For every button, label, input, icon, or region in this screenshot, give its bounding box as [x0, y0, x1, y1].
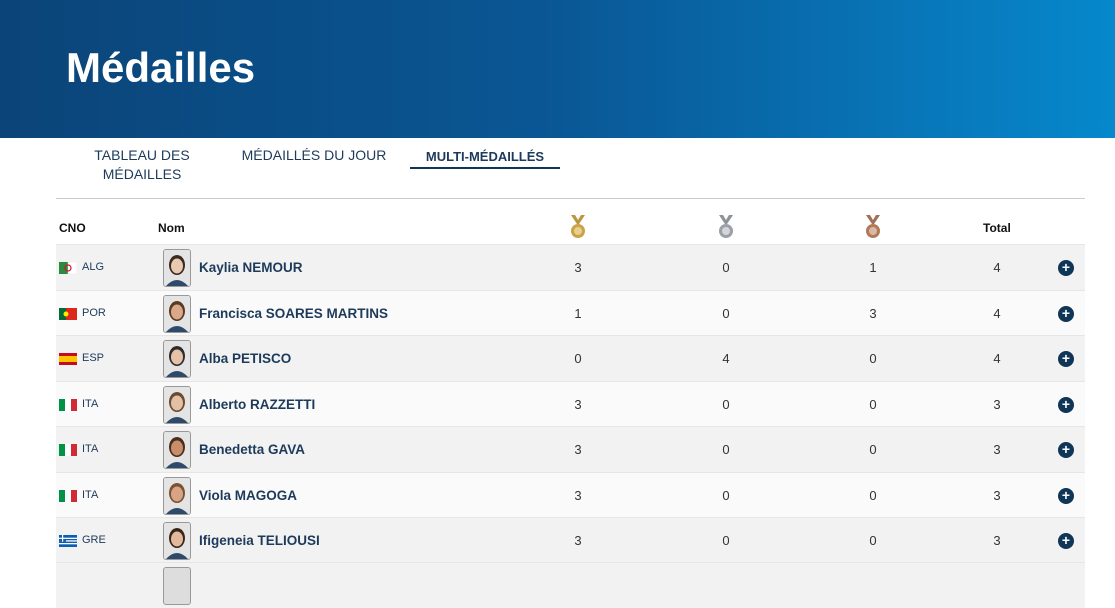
- noc-code: ESP: [82, 352, 105, 364]
- table-row: GRE Ifigeneia TELIOUSI 3 0 0 3 +: [56, 517, 1085, 563]
- expand-button[interactable]: +: [1058, 305, 1074, 322]
- column-header: Nom: [158, 221, 185, 235]
- gold-medal-icon: [571, 215, 585, 238]
- gold-count: 3: [574, 442, 582, 457]
- athlete-name[interactable]: Benedetta GAVA: [199, 442, 306, 457]
- bronze-count: 0: [869, 442, 877, 457]
- silver-count: 0: [722, 487, 730, 503]
- flag: [59, 307, 77, 320]
- divider: [56, 198, 1085, 199]
- page-title: Médailles: [66, 44, 256, 91]
- athlete-name[interactable]: Viola MAGOGA: [199, 487, 298, 503]
- athlete-photo: [163, 522, 191, 560]
- noc-code: ALG: [82, 261, 105, 273]
- gold-count: 1: [574, 305, 582, 321]
- gold-count: 0: [574, 351, 582, 366]
- gold-count: 3: [574, 487, 582, 503]
- gold-count: 3: [574, 260, 582, 275]
- athlete-name[interactable]: Alberto RAZZETTI: [199, 396, 316, 412]
- total-count: 4: [993, 305, 1001, 321]
- silver-medal-icon: [719, 215, 733, 238]
- total-count: 4: [993, 260, 1001, 275]
- bronze-count: 0: [869, 533, 877, 548]
- total-count: 3: [993, 487, 1001, 503]
- expand-button[interactable]: +: [1058, 533, 1074, 549]
- flag: [59, 444, 77, 456]
- flag: [59, 353, 77, 365]
- tab[interactable]: TABLEAU DES MÉDAILLES: [94, 147, 190, 182]
- expand-button[interactable]: +: [1058, 396, 1074, 413]
- bronze-count: 3: [869, 305, 877, 321]
- tab-active[interactable]: MULTI-MÉDAILLÉS: [410, 147, 560, 169]
- flag: [59, 398, 77, 411]
- tab[interactable]: MÉDAILLÉS DU JOUR: [241, 147, 387, 163]
- silver-count: 4: [722, 351, 730, 366]
- row-partial: [56, 562, 1085, 608]
- noc-code: POR: [82, 306, 106, 319]
- silver-count: 0: [722, 442, 730, 457]
- expand-button[interactable]: +: [1058, 487, 1074, 504]
- flag: [59, 489, 77, 502]
- table-row: ITA Alberto RAZZETTI 3 0 0 3 +: [56, 380, 1085, 427]
- column-header: Total: [983, 221, 1011, 235]
- noc-code: GRE: [82, 534, 106, 546]
- silver-count: 0: [722, 305, 730, 321]
- total-count: 3: [993, 442, 1001, 457]
- table-row: ITA Benedetta GAVA 3 0 0 3 +: [56, 426, 1085, 472]
- noc-code: ITA: [82, 443, 99, 455]
- athlete-name[interactable]: Kaylia NEMOUR: [199, 260, 303, 275]
- flag: [59, 535, 77, 547]
- bronze-count: 0: [869, 396, 877, 412]
- athlete-photo: [163, 249, 191, 287]
- athlete-photo: [163, 294, 191, 333]
- gold-count: 3: [574, 533, 582, 548]
- bronze-count: 0: [869, 487, 877, 503]
- silver-count: 0: [722, 260, 730, 275]
- noc-code: ITA: [82, 488, 99, 501]
- athlete-name[interactable]: Francisca SOARES MARTINS: [199, 305, 389, 321]
- athlete-photo: [163, 431, 191, 469]
- noc-code: ITA: [82, 397, 99, 410]
- expand-button[interactable]: +: [1058, 442, 1074, 458]
- table-row: ESP Alba PETISCO 0 4 0 4 +: [56, 335, 1085, 381]
- expand-button[interactable]: +: [1058, 260, 1074, 276]
- table-row: ALG Kaylia NEMOUR 3 0 1 4 +: [56, 244, 1085, 290]
- athlete-name[interactable]: Alba PETISCO: [199, 351, 292, 366]
- expand-button[interactable]: +: [1058, 351, 1074, 367]
- athlete-photo: [163, 385, 191, 424]
- column-header: CNO: [59, 221, 86, 235]
- silver-count: 0: [722, 533, 730, 548]
- athlete-photo: [163, 476, 191, 515]
- total-count: 3: [993, 396, 1001, 412]
- bronze-count: 1: [869, 260, 877, 275]
- silver-count: 0: [722, 396, 730, 412]
- header: Médailles: [0, 0, 1115, 138]
- total-count: 4: [993, 351, 1001, 366]
- table-row: ITA Viola MAGOGA 3 0 0 3 +: [56, 471, 1085, 518]
- table-row: POR Francisca SOARES MARTINS 1 0 3 4 +: [56, 289, 1085, 336]
- total-count: 3: [993, 533, 1001, 548]
- athlete-name[interactable]: Ifigeneia TELIOUSI: [199, 533, 320, 548]
- bronze-count: 0: [869, 351, 877, 366]
- gold-count: 3: [574, 396, 582, 412]
- flag: [59, 262, 77, 274]
- bronze-medal-icon: [866, 215, 880, 238]
- athlete-photo: [163, 340, 191, 378]
